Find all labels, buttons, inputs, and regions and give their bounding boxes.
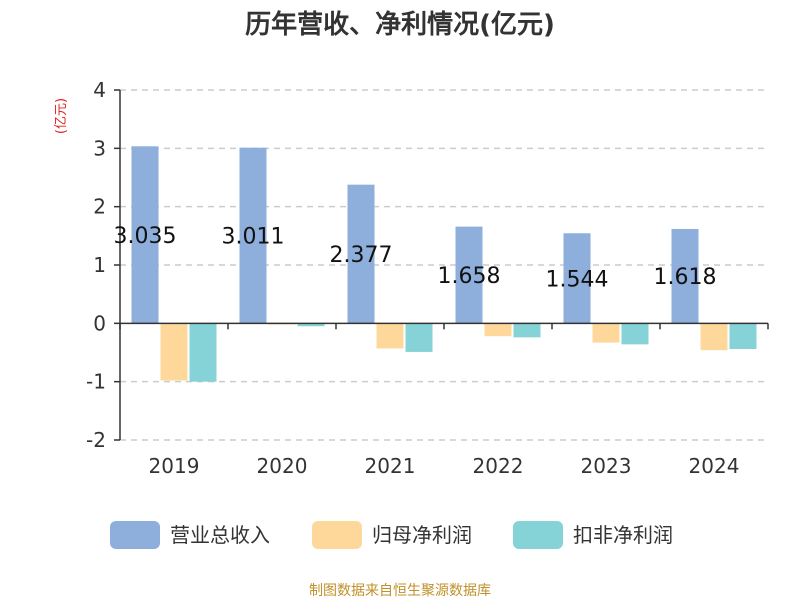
x-tick-label: 2020	[257, 454, 308, 478]
bar-series	[131, 146, 757, 382]
bar-归母净利润-2021	[376, 323, 404, 349]
data-label: 3.011	[222, 225, 285, 250]
data-label: 2.377	[330, 243, 393, 268]
legend-swatch	[110, 521, 160, 549]
bar-扣非净利润-2019	[189, 323, 217, 382]
y-tick-label: 0	[93, 311, 106, 335]
bar-归母净利润-2024	[700, 323, 728, 351]
legend-item[interactable]: 归母净利润	[312, 521, 472, 549]
data-label: 1.618	[654, 265, 717, 290]
legend-swatch	[513, 521, 563, 549]
bar-归母净利润-2022	[484, 323, 512, 337]
bar-归母净利润-2023	[592, 323, 620, 343]
legend[interactable]: 营业总收入 归母净利润 扣非净利润	[110, 521, 673, 549]
y-axis-unit-label: (亿元)	[54, 98, 69, 134]
x-tick-label: 2021	[365, 454, 416, 478]
data-label: 1.658	[438, 264, 501, 289]
bar-扣非净利润-2021	[405, 323, 433, 352]
data-label: 3.035	[114, 224, 177, 249]
bar-扣非净利润-2023	[621, 323, 649, 345]
bar-归母净利润-2019	[160, 323, 188, 381]
bar-扣非净利润-2020	[297, 323, 325, 327]
bar-营业总收入-2024	[671, 228, 699, 324]
y-tick-label: 3	[93, 136, 106, 160]
bar-营业总收入-2022	[455, 226, 483, 324]
x-tick-label: 2019	[149, 454, 200, 478]
x-tick-label: 2023	[581, 454, 632, 478]
bar-扣非净利润-2022	[513, 323, 541, 338]
legend-label: 扣非净利润	[573, 523, 673, 547]
legend-item[interactable]: 营业总收入	[110, 521, 270, 549]
y-tick-label: -1	[86, 370, 106, 394]
data-label: 1.544	[546, 267, 609, 292]
bar-营业总收入-2019	[131, 146, 159, 324]
legend-swatch	[312, 521, 362, 549]
bar-营业总收入-2021	[347, 184, 375, 324]
x-axis-ticks: 2019 2020 2021 2022 2023 2024	[119, 323, 769, 478]
chart-title: 历年营收、净利情况(亿元)	[245, 9, 555, 40]
y-tick-label: -2	[86, 428, 106, 452]
legend-label: 营业总收入	[170, 523, 270, 547]
y-axis-ticks: 4 3 2 1 0 -1 -2	[86, 78, 120, 452]
bar-营业总收入-2020	[239, 147, 267, 324]
source-note: 制图数据来自恒生聚源数据库	[309, 583, 491, 599]
legend-item[interactable]: 扣非净利润	[513, 521, 673, 549]
gridlines	[120, 89, 768, 441]
y-tick-label: 1	[93, 253, 106, 277]
legend-label: 归母净利润	[372, 523, 472, 547]
bar-扣非净利润-2024	[729, 323, 757, 349]
y-tick-label: 2	[93, 195, 106, 219]
y-tick-label: 4	[93, 78, 106, 102]
x-tick-label: 2022	[473, 454, 524, 478]
bar-营业总收入-2023	[563, 233, 591, 324]
data-labels: 3.035 3.011 2.377 1.658 1.544 1.618	[114, 224, 717, 292]
x-tick-label: 2024	[689, 454, 740, 478]
